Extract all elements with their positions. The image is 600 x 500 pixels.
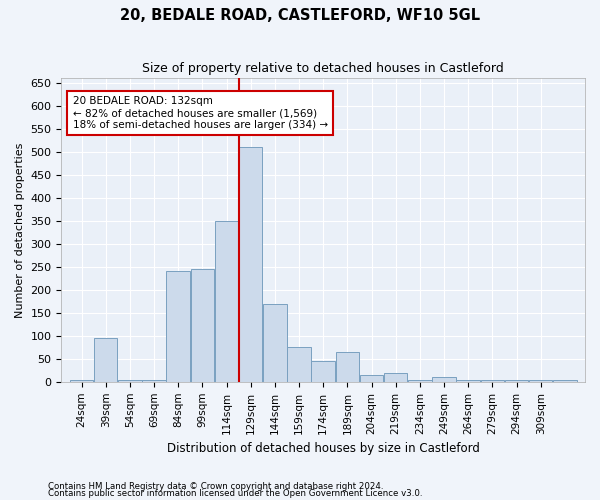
Bar	[287, 348, 311, 382]
Y-axis label: Number of detached properties: Number of detached properties	[15, 142, 25, 318]
Text: 20 BEDALE ROAD: 132sqm
← 82% of detached houses are smaller (1,569)
18% of semi-: 20 BEDALE ROAD: 132sqm ← 82% of detached…	[73, 96, 328, 130]
Bar	[360, 375, 383, 382]
Bar	[529, 380, 553, 382]
Bar	[553, 380, 577, 382]
Bar	[191, 269, 214, 382]
Bar	[118, 380, 142, 382]
Bar	[408, 380, 431, 382]
Text: 20, BEDALE ROAD, CASTLEFORD, WF10 5GL: 20, BEDALE ROAD, CASTLEFORD, WF10 5GL	[120, 8, 480, 22]
X-axis label: Distribution of detached houses by size in Castleford: Distribution of detached houses by size …	[167, 442, 479, 455]
Bar	[215, 220, 238, 382]
Bar	[142, 380, 166, 382]
Bar	[457, 380, 480, 382]
Bar	[70, 380, 93, 382]
Bar	[433, 377, 456, 382]
Bar	[94, 338, 118, 382]
Title: Size of property relative to detached houses in Castleford: Size of property relative to detached ho…	[142, 62, 504, 76]
Text: Contains HM Land Registry data © Crown copyright and database right 2024.: Contains HM Land Registry data © Crown c…	[48, 482, 383, 491]
Bar	[384, 372, 407, 382]
Bar	[505, 380, 528, 382]
Bar	[263, 304, 287, 382]
Bar	[239, 147, 262, 382]
Text: Contains public sector information licensed under the Open Government Licence v3: Contains public sector information licen…	[48, 490, 422, 498]
Bar	[481, 380, 504, 382]
Bar	[311, 361, 335, 382]
Bar	[335, 352, 359, 382]
Bar	[166, 272, 190, 382]
